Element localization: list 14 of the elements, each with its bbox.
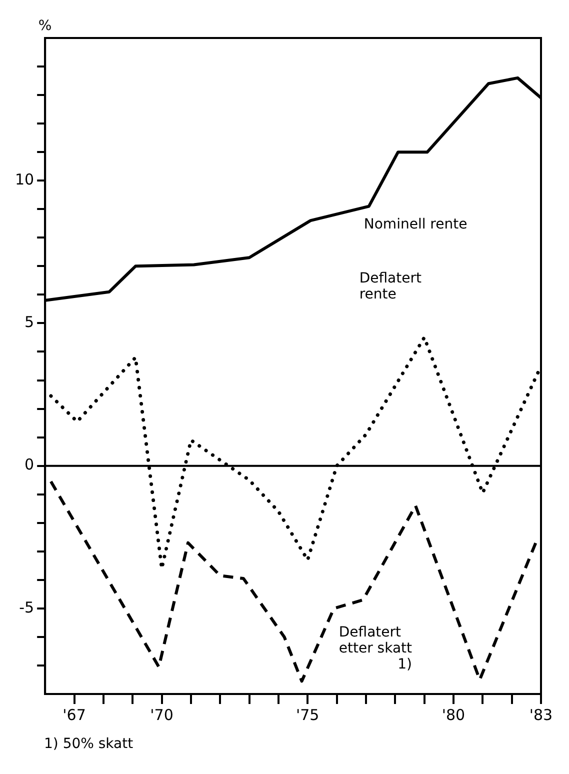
y-tick-label: 10	[14, 170, 34, 188]
y-tick-label: -5	[19, 598, 34, 616]
x-tick-label: '67	[62, 706, 86, 724]
x-tick-label: '70	[150, 706, 174, 724]
series-label: Nominell rente	[364, 216, 468, 232]
x-tick-label: '83	[529, 706, 553, 724]
text: Deflatert rente	[359, 270, 422, 302]
y-axis-title: %	[38, 18, 52, 34]
x-tick-label: '75	[296, 706, 320, 724]
x-tick-label: '80	[442, 706, 466, 724]
series-label: Deflatert etter skatt 1)	[338, 624, 413, 672]
y-tick-label: 5	[24, 313, 34, 332]
text: 1) 50% skatt	[44, 736, 134, 752]
y-tick-label: 0	[24, 456, 34, 474]
